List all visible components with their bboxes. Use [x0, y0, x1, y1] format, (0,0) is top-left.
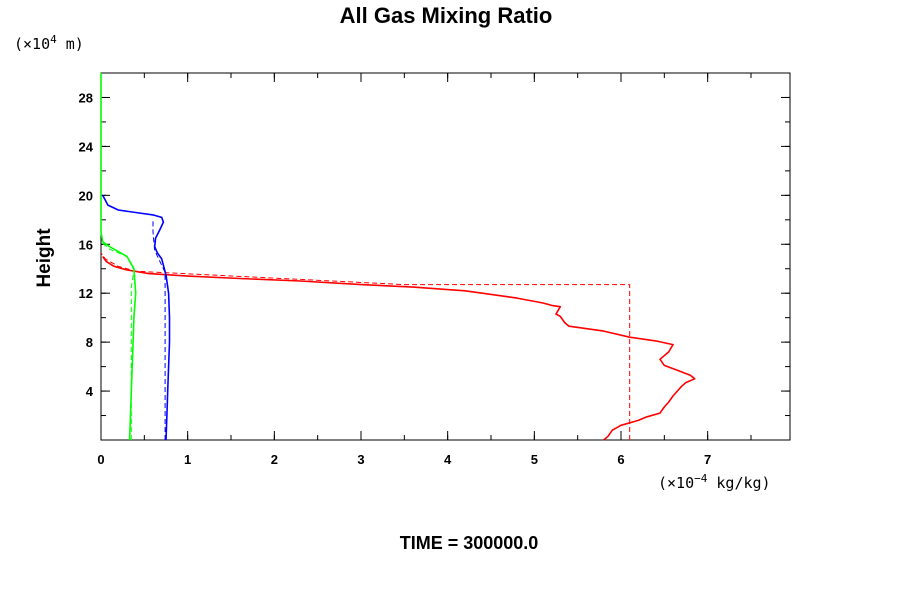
series-line-1 — [100, 252, 631, 440]
x-tick-label: 1 — [184, 452, 191, 467]
series-line-0 — [102, 256, 696, 441]
y-tick-label: 28 — [79, 90, 93, 105]
y-tick-label: 24 — [79, 139, 94, 154]
x-axis-unit: (×10−4 kg/kg) — [658, 472, 771, 492]
y-axis-unit: (×104 m) — [14, 33, 84, 53]
x-tick-label: 7 — [704, 452, 711, 467]
plot-frame — [100, 72, 791, 441]
series-line-4 — [100, 73, 137, 441]
y-axis-label: Height — [34, 228, 55, 288]
x-tick-label: 2 — [271, 452, 278, 467]
x-tick-label: 4 — [444, 452, 452, 467]
y-tick-label: 12 — [79, 286, 93, 301]
chart-title: All Gas Mixing Ratio — [340, 3, 553, 28]
y-tick-label: 16 — [79, 237, 93, 252]
x-tick-label: 3 — [357, 452, 364, 467]
x-tick-label: 0 — [97, 452, 104, 467]
y-tick-label: 8 — [86, 335, 93, 350]
y-tick-label: 4 — [86, 384, 94, 399]
time-label: TIME = 300000.0 — [400, 533, 539, 553]
x-tick-label: 5 — [531, 452, 538, 467]
y-tick-label: 20 — [79, 188, 93, 203]
series-line-5 — [100, 241, 135, 440]
x-tick-label: 6 — [617, 452, 624, 467]
series-line-3 — [152, 219, 166, 440]
series-line-2 — [101, 194, 171, 441]
